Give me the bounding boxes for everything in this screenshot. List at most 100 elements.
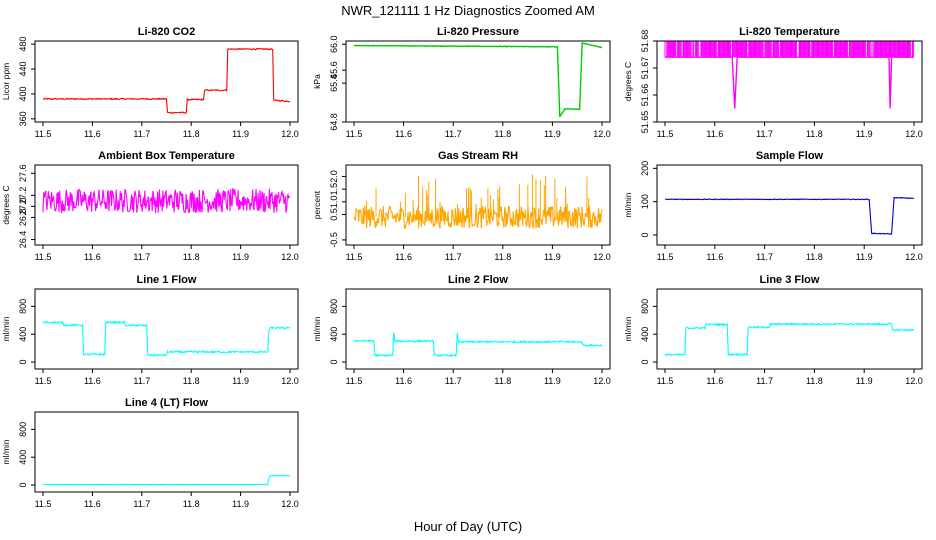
x-tick-label: 11.5 <box>35 376 52 386</box>
panel-title: Gas Stream RH <box>438 150 518 162</box>
x-tick-label: 11.5 <box>35 129 52 139</box>
panel-2: Li-820 Pressure kPa 11.5 11.6 11.7 11.8 11.9 12… <box>312 26 611 139</box>
x-tick-label: 11.7 <box>756 252 773 262</box>
x-tick-label: 11.7 <box>133 499 150 509</box>
figure-title: NWR_121111 1 Hz Diagnostics Zoomed AM <box>341 3 595 18</box>
series-line <box>353 332 603 358</box>
x-tick-label: 11.7 <box>445 376 462 386</box>
y-tick-label: 0.5 <box>329 208 339 221</box>
y-tick-label: 51.65 <box>640 111 650 134</box>
x-tick-label: 11.8 <box>183 376 200 386</box>
x-tick-label: 11.9 <box>544 129 561 139</box>
y-axis-label: ml/min <box>1 316 11 341</box>
x-tick-label: 12.0 <box>593 252 611 262</box>
y-tick-label: 800 <box>329 299 339 314</box>
y-tick-label: 800 <box>18 422 28 437</box>
panel-title: Line 1 Flow <box>137 274 197 286</box>
series-group <box>353 332 603 358</box>
panel-8: Line 2 Flow ml/min 11.5 11.6 11.7 11.8 11.9 12.… <box>312 274 611 386</box>
y-tick-label: 27.6 <box>18 165 28 183</box>
x-tick-label: 11.8 <box>183 252 200 262</box>
panel-4: Ambient Box Temperature degrees C 11.5 11.6… <box>1 150 299 262</box>
series-line <box>42 474 291 486</box>
series-line <box>42 187 291 214</box>
x-tick-label: 11.5 <box>35 499 52 509</box>
x-tick-label: 12.0 <box>281 499 299 509</box>
x-tick-label: 11.6 <box>84 499 101 509</box>
x-tick-label: 11.7 <box>133 376 150 386</box>
x-tick-label: 11.5 <box>346 252 363 262</box>
x-tick-label: 11.8 <box>806 252 823 262</box>
y-tick-label: 51.68 <box>640 30 650 53</box>
y-tick-label: 51.66 <box>640 84 650 107</box>
panel-9: Line 3 Flow ml/min 11.5 11.6 11.7 11.8 11.9 12.… <box>623 274 923 386</box>
series-line <box>42 47 291 114</box>
y-axis-label: percent <box>312 190 322 219</box>
y-tick-label: 0 <box>640 360 650 365</box>
y-axis-label: ml/min <box>623 316 633 341</box>
x-tick-label: 12.0 <box>593 376 611 386</box>
x-tick-label: 11.8 <box>183 129 200 139</box>
panel-3: Li-820 Temperature degrees C 11.5 11.6 11.7 1… <box>623 26 923 139</box>
series-line <box>42 319 291 357</box>
plot-frame <box>34 288 299 370</box>
y-tick-label: 0 <box>640 232 650 237</box>
y-tick-label: 0 <box>18 360 28 365</box>
x-tick-label: 11.8 <box>494 376 511 386</box>
series-group <box>664 41 914 109</box>
x-tick-label: 11.7 <box>756 376 773 386</box>
y-tick-label: 400 <box>18 327 28 342</box>
x-tick-label: 11.6 <box>84 129 101 139</box>
x-tick-label: 11.9 <box>856 252 873 262</box>
y-tick-label: 2.0 <box>329 170 339 183</box>
y-axis-label: ml/min <box>1 439 11 464</box>
figure-xlabel: Hour of Day (UTC) <box>414 519 522 534</box>
series-group <box>664 196 915 235</box>
y-tick-label: 400 <box>640 327 650 342</box>
y-tick-label: 800 <box>18 299 28 314</box>
y-tick-label: -0.5 <box>329 232 339 248</box>
x-tick-label: 11.8 <box>806 376 823 386</box>
y-tick-label: 800 <box>640 299 650 314</box>
x-tick-label: 11.9 <box>544 252 561 262</box>
x-tick-label: 11.6 <box>395 252 412 262</box>
x-tick-label: 11.5 <box>657 252 674 262</box>
plot-frame <box>345 164 611 246</box>
y-tick-label: 65.6 <box>329 61 339 79</box>
panel-title: Line 2 Flow <box>448 274 508 286</box>
x-tick-label: 12.0 <box>593 129 611 139</box>
y-tick-label: 400 <box>18 450 28 465</box>
x-tick-label: 11.6 <box>84 376 101 386</box>
x-tick-label: 11.8 <box>806 129 823 139</box>
x-tick-label: 11.5 <box>346 129 363 139</box>
y-tick-label: 1.0 <box>329 196 339 209</box>
x-tick-label: 11.8 <box>183 499 200 509</box>
panel-title: Ambient Box Temperature <box>98 150 235 162</box>
x-tick-label: 11.6 <box>395 129 412 139</box>
y-axis-label: Licor ppm <box>1 63 11 100</box>
series-group <box>664 322 915 357</box>
y-tick-label: 64.8 <box>329 113 339 131</box>
panel-6: Sample Flow ml/min 11.5 11.6 11.7 11.8 11.9 12.… <box>623 150 923 262</box>
x-tick-label: 11.8 <box>494 129 511 139</box>
y-tick-label: 480 <box>18 37 28 52</box>
series-group <box>353 42 603 118</box>
series-line <box>353 204 603 230</box>
series-group <box>42 474 291 486</box>
y-axis-label: ml/min <box>623 192 633 217</box>
plot-frame <box>656 164 923 246</box>
x-tick-label: 11.8 <box>494 252 511 262</box>
x-tick-label: 11.7 <box>445 252 462 262</box>
x-tick-label: 11.9 <box>232 499 249 509</box>
y-tick-label: 400 <box>18 86 28 101</box>
x-tick-label: 11.9 <box>232 252 249 262</box>
y-axis-label: degrees C <box>623 62 633 101</box>
x-tick-label: 12.0 <box>905 252 923 262</box>
x-tick-label: 11.5 <box>657 376 674 386</box>
x-tick-label: 12.0 <box>905 376 923 386</box>
plot-frame <box>34 411 299 493</box>
x-tick-label: 11.5 <box>346 376 363 386</box>
y-tick-label: 400 <box>329 327 339 342</box>
y-tick-label: 26.4 <box>18 231 28 249</box>
